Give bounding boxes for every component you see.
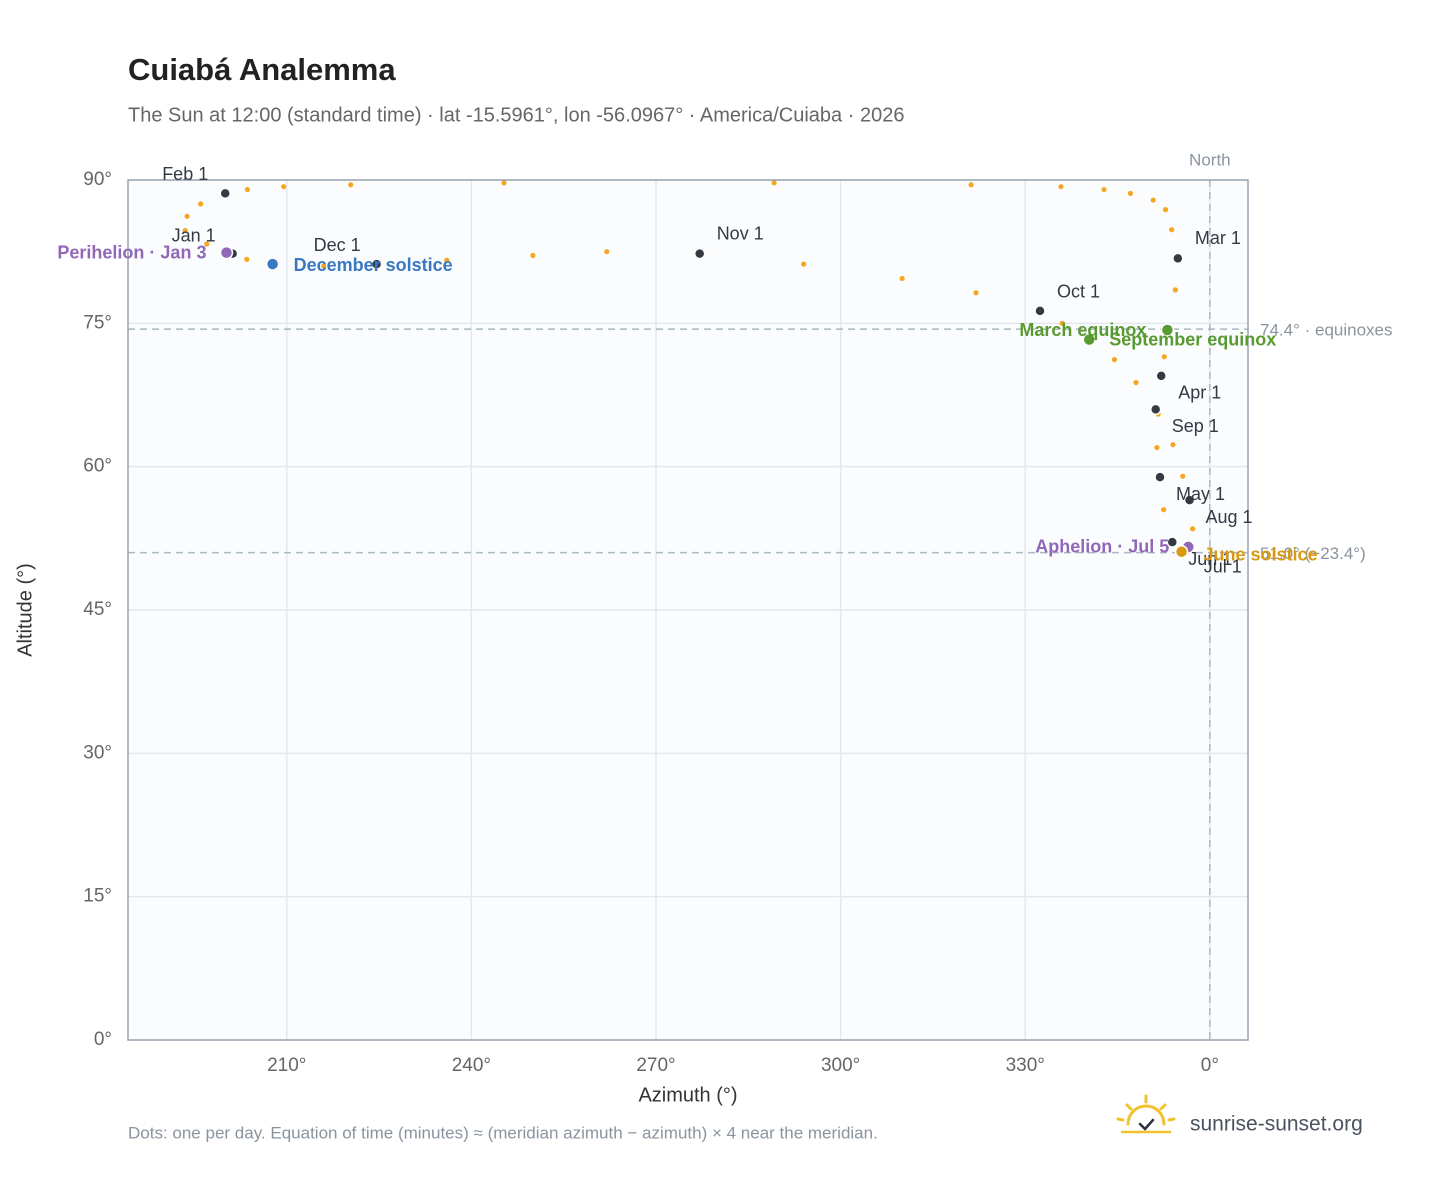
x-axis-label: Azimuth (°) bbox=[638, 1084, 737, 1106]
month-marker bbox=[1155, 370, 1167, 382]
day-dot bbox=[1058, 184, 1064, 190]
day-dot bbox=[444, 257, 450, 263]
month-label: Jan 1 bbox=[172, 225, 216, 245]
x-tick-label: 0° bbox=[1201, 1055, 1219, 1076]
y-tick-label: 45° bbox=[83, 599, 112, 620]
month-marker bbox=[219, 187, 231, 200]
event-label: Perihelion · Jan 3 bbox=[57, 242, 206, 262]
day-dot bbox=[1154, 444, 1160, 451]
y-tick-label: 15° bbox=[83, 886, 112, 907]
day-dot bbox=[1111, 357, 1118, 363]
day-dot bbox=[973, 290, 979, 296]
day-dot bbox=[530, 252, 536, 259]
day-dot bbox=[321, 263, 327, 269]
y-tick-label: 0° bbox=[94, 1029, 112, 1050]
event-marker bbox=[1082, 332, 1096, 347]
month-marker bbox=[1183, 494, 1196, 506]
month-label: Jul 1 bbox=[1204, 557, 1242, 577]
month-label: Aug 1 bbox=[1206, 507, 1253, 527]
month-label: Dec 1 bbox=[314, 235, 361, 255]
x-tick-label: 300° bbox=[821, 1055, 860, 1076]
day-dot bbox=[1162, 207, 1169, 213]
event-marker bbox=[219, 245, 234, 260]
month-marker bbox=[1172, 252, 1184, 265]
event-label: December solstice bbox=[294, 255, 453, 275]
day-dot bbox=[1161, 507, 1167, 513]
month-marker bbox=[1166, 536, 1179, 548]
y-tick-label: 90° bbox=[83, 169, 112, 190]
day-dot bbox=[1059, 320, 1065, 326]
day-dot bbox=[184, 213, 190, 219]
month-label: Nov 1 bbox=[717, 223, 764, 243]
footnote: Dots: one per day. Equation of time (min… bbox=[128, 1123, 878, 1142]
event-label: June solstice bbox=[1204, 544, 1318, 564]
chart-subtitle: The Sun at 12:00 (standard time) · lat -… bbox=[128, 104, 904, 126]
month-label: May 1 bbox=[1176, 484, 1225, 504]
brand-name: sunrise-sunset.org bbox=[1190, 1113, 1363, 1136]
day-dot bbox=[604, 249, 610, 255]
plot-border bbox=[127, 179, 1249, 1041]
day-dot bbox=[968, 182, 974, 188]
day-dot bbox=[771, 180, 777, 186]
day-dot bbox=[1101, 186, 1107, 193]
day-dot bbox=[182, 228, 188, 234]
month-marker bbox=[370, 258, 383, 270]
chart-title: Cuiabá Analemma bbox=[128, 52, 396, 87]
y-tick-label: 30° bbox=[83, 742, 112, 763]
reference-label: North bbox=[1189, 150, 1231, 169]
event-label: September equinox bbox=[1109, 329, 1276, 349]
day-dot bbox=[501, 180, 507, 186]
month-marker bbox=[1149, 403, 1162, 416]
y-tick-label: 75° bbox=[83, 312, 112, 333]
event-marker bbox=[265, 257, 280, 271]
y-tick-label: 60° bbox=[83, 456, 112, 477]
month-label: Sep 1 bbox=[1172, 416, 1219, 436]
x-tick-label: 270° bbox=[636, 1055, 675, 1076]
event-marker bbox=[1174, 544, 1189, 559]
day-dot bbox=[198, 201, 204, 207]
day-dot bbox=[1170, 442, 1176, 448]
day-dot bbox=[1169, 227, 1175, 233]
month-label: Apr 1 bbox=[1178, 383, 1221, 403]
day-dot bbox=[244, 186, 250, 193]
event-label: March equinox bbox=[1019, 320, 1146, 340]
month-label: Oct 1 bbox=[1057, 282, 1100, 302]
day-dot bbox=[1161, 354, 1167, 360]
day-dot bbox=[1133, 379, 1139, 386]
month-marker bbox=[1034, 305, 1046, 317]
event-marker bbox=[1160, 323, 1175, 337]
reference-label: 51.0° (−23.4°) bbox=[1260, 544, 1366, 563]
x-tick-label: 210° bbox=[267, 1055, 306, 1076]
day-dot bbox=[1190, 526, 1196, 532]
day-dot bbox=[348, 182, 354, 188]
day-dot bbox=[244, 256, 250, 262]
x-tick-label: 240° bbox=[452, 1055, 491, 1076]
y-axis-label: Altitude (°) bbox=[14, 563, 36, 657]
month-label: Jun 1 bbox=[1188, 549, 1232, 569]
day-dot bbox=[281, 184, 287, 190]
month-label: Mar 1 bbox=[1195, 228, 1241, 248]
event-label: Aphelion · Jul 5 bbox=[1035, 537, 1169, 557]
day-dot bbox=[801, 261, 807, 267]
day-dot bbox=[1127, 190, 1134, 196]
brand-logo bbox=[1116, 1094, 1176, 1134]
reference-label: 74.4° · equinoxes bbox=[1260, 321, 1393, 340]
month-marker bbox=[693, 247, 706, 260]
x-tick-label: 330° bbox=[1006, 1055, 1045, 1076]
day-dot bbox=[1180, 473, 1186, 479]
day-dot bbox=[899, 275, 905, 282]
month-label: Feb 1 bbox=[162, 164, 208, 184]
day-dot bbox=[204, 241, 210, 247]
day-dot bbox=[1172, 287, 1178, 293]
month-marker bbox=[1154, 471, 1166, 483]
day-dot bbox=[1150, 197, 1156, 203]
